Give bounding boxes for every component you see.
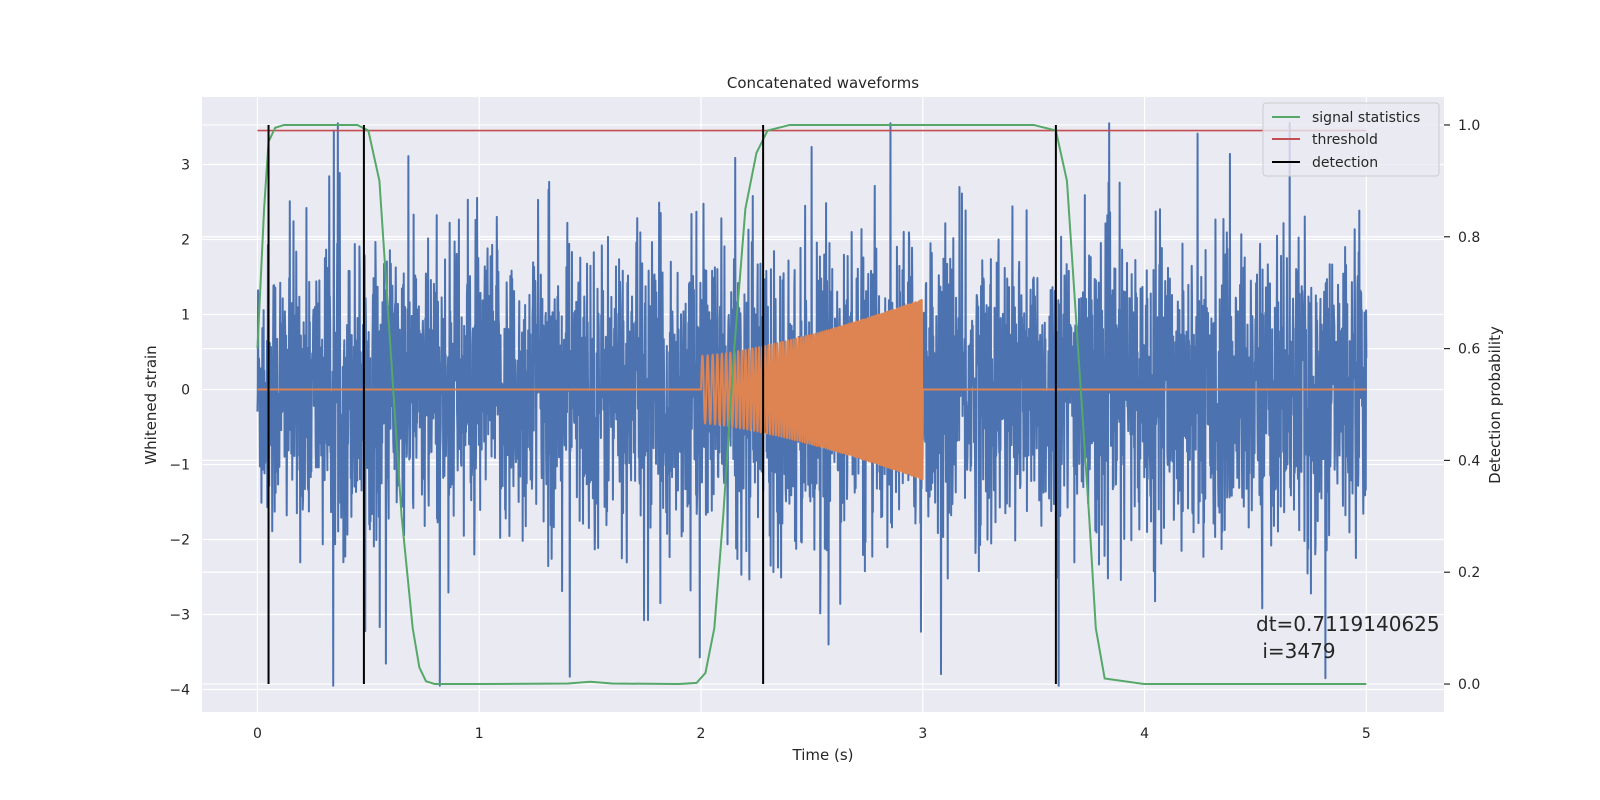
- right-y-tick-label: 0.8: [1458, 230, 1480, 246]
- right-y-tick-label: 0.2: [1458, 565, 1480, 581]
- y-tick-label: 1: [181, 308, 190, 324]
- chirp-series-line: [257, 298, 1367, 481]
- y-tick-label: −3: [169, 608, 190, 624]
- y-axis-ticks: −4 −3 −2 −1 0 1 2 3: [169, 158, 190, 699]
- signal-statistics-line: [256, 123, 1367, 686]
- y-tick-label: −2: [169, 533, 190, 549]
- legend-label-signal-statistics: signal statistics: [1312, 110, 1420, 126]
- y-tick-label: 2: [181, 233, 190, 249]
- x-tick-label: 0: [253, 726, 262, 742]
- x-tick-label: 1: [475, 726, 484, 742]
- x-tick-label: 5: [1362, 726, 1371, 742]
- right-y-tick-label: 0.0: [1458, 677, 1480, 693]
- x-axis-label: Time (s): [792, 746, 854, 764]
- legend-label-threshold: threshold: [1312, 132, 1378, 148]
- right-y-tick-label: 0.4: [1458, 453, 1480, 469]
- x-tick-label: 3: [918, 726, 927, 742]
- x-tick-label: 2: [697, 726, 706, 742]
- y-tick-label: 0: [181, 383, 190, 399]
- legend-box: [1262, 102, 1440, 177]
- right-y-tick-label: 0.6: [1458, 342, 1480, 358]
- right-y-axis-ticks: 0.0 0.2 0.4 0.6 0.8 1.0: [1444, 118, 1480, 693]
- y-tick-label: 3: [181, 158, 190, 174]
- y-axis-label: Whitened strain: [142, 345, 160, 464]
- chart-title: Concatenated waveforms: [727, 74, 919, 92]
- right-y-tick-label: 1.0: [1458, 118, 1480, 134]
- legend: signal statistics threshold detection: [1262, 102, 1440, 177]
- right-y-axis-label: Detection probability: [1486, 326, 1504, 484]
- x-axis-ticks: 0 1 2 3 4 5: [253, 726, 1371, 742]
- y-tick-label: −4: [169, 683, 190, 699]
- y-tick-label: −1: [169, 458, 190, 474]
- annotation-i: i=3479: [1256, 639, 1336, 663]
- x-tick-label: 4: [1140, 726, 1149, 742]
- legend-label-detection: detection: [1312, 155, 1378, 171]
- detection-lines: [267, 124, 1057, 685]
- annotation-dt: dt=0.7119140625: [1256, 612, 1440, 636]
